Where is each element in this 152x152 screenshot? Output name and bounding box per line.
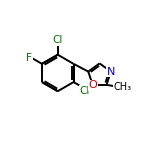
Text: CH₃: CH₃ (114, 82, 132, 92)
Text: O: O (88, 80, 97, 90)
Text: N: N (107, 67, 115, 77)
Text: Cl: Cl (79, 86, 90, 96)
Text: F: F (26, 53, 32, 63)
Text: Cl: Cl (53, 35, 63, 45)
